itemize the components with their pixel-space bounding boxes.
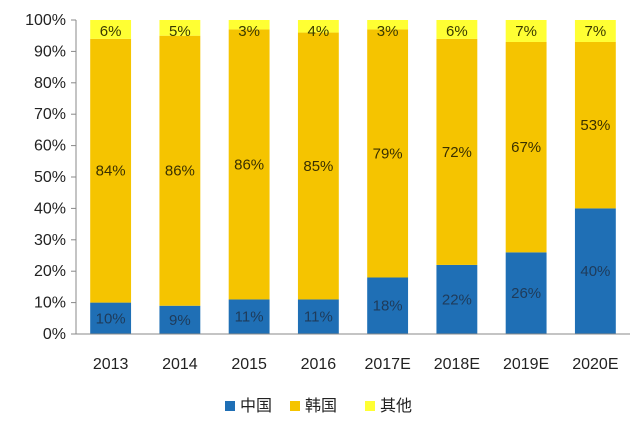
data-label: 11% bbox=[304, 309, 333, 326]
y-tick-label: 60% bbox=[34, 138, 66, 155]
y-tick-label: 100% bbox=[25, 12, 66, 29]
data-label: 3% bbox=[377, 23, 399, 40]
x-tick-label: 2020E bbox=[572, 356, 618, 373]
data-label: 85% bbox=[303, 158, 333, 175]
data-label: 67% bbox=[511, 139, 541, 156]
data-label: 5% bbox=[169, 23, 191, 40]
legend-label: 韩国 bbox=[305, 397, 337, 415]
x-tick-label: 2013 bbox=[93, 356, 129, 373]
legend: 中国 韩国 其他 bbox=[225, 397, 412, 415]
data-label: 11% bbox=[235, 309, 264, 326]
y-tick-label: 0% bbox=[43, 326, 66, 343]
x-tick-label: 2015 bbox=[231, 356, 267, 373]
y-tick-label: 80% bbox=[34, 75, 66, 92]
data-label: 72% bbox=[442, 144, 472, 161]
data-label: 53% bbox=[580, 117, 610, 134]
bar-segment bbox=[367, 20, 409, 30]
bar-segment bbox=[574, 20, 616, 42]
data-label: 79% bbox=[373, 145, 403, 162]
y-tick-label: 70% bbox=[34, 106, 66, 123]
bar-segment bbox=[574, 208, 616, 334]
bar-segment bbox=[228, 20, 270, 30]
bar-segment bbox=[297, 20, 339, 33]
data-label: 6% bbox=[100, 23, 122, 40]
data-label: 22% bbox=[442, 291, 472, 308]
bar-segment bbox=[574, 41, 616, 209]
legend-label: 中国 bbox=[240, 397, 272, 415]
bar-segment bbox=[90, 38, 132, 303]
data-label: 4% bbox=[308, 23, 330, 40]
bar-segment bbox=[436, 264, 478, 334]
y-tick-label: 90% bbox=[34, 43, 66, 60]
bar-segment bbox=[159, 35, 201, 306]
data-label: 7% bbox=[585, 23, 607, 40]
bar-segment bbox=[505, 41, 547, 253]
y-tick-label: 20% bbox=[34, 263, 66, 280]
bar-segment bbox=[90, 20, 132, 39]
x-axis: 2013 2014 2015 2016 2017E 2018E 2019E 2020E bbox=[76, 333, 630, 373]
y-tick-label: 50% bbox=[34, 169, 66, 186]
x-tick-label: 2014 bbox=[162, 356, 198, 373]
x-tick-label: 2017E bbox=[364, 356, 410, 373]
data-label: 9% bbox=[169, 312, 191, 329]
bar-segment bbox=[367, 29, 409, 278]
x-tick-label: 2016 bbox=[301, 356, 337, 373]
bar-segment bbox=[367, 277, 409, 334]
data-label: 3% bbox=[238, 23, 260, 40]
data-label: 86% bbox=[165, 163, 195, 180]
bar-segment bbox=[228, 29, 270, 300]
bar-segment bbox=[297, 32, 339, 300]
y-tick-label: 10% bbox=[34, 295, 66, 312]
y-tick-label: 30% bbox=[34, 232, 66, 249]
bar-segment bbox=[159, 305, 201, 334]
bar-segment bbox=[505, 20, 547, 42]
y-axis: 0% 10% 20% 30% 40% 50% 60% 70% 80% 90% 100% bbox=[25, 12, 77, 343]
bar-segment bbox=[228, 299, 270, 334]
data-label: 6% bbox=[446, 23, 468, 40]
bar-segment bbox=[159, 20, 201, 36]
x-tick-label: 2018E bbox=[434, 356, 480, 373]
legend-swatch bbox=[225, 401, 235, 411]
data-label: 40% bbox=[580, 263, 610, 280]
data-label: 26% bbox=[511, 285, 541, 302]
y-tick-label: 40% bbox=[34, 200, 66, 217]
bar-segment bbox=[297, 299, 339, 334]
bars: 10% 84% 6% 9% 86% 5% 11% 86% 3% 11% 85% 4% 18% 79% 3% 2… bbox=[90, 20, 616, 334]
legend-label: 其他 bbox=[380, 397, 412, 415]
data-label: 86% bbox=[234, 156, 264, 173]
legend-swatch bbox=[290, 401, 300, 411]
x-tick-label: 2019E bbox=[503, 356, 549, 373]
data-label: 18% bbox=[373, 298, 403, 315]
data-label: 10% bbox=[96, 310, 126, 327]
bar-segment bbox=[90, 302, 132, 334]
data-label: 84% bbox=[96, 163, 126, 180]
bar-segment bbox=[436, 38, 478, 265]
bar-segment bbox=[505, 252, 547, 334]
bar-segment bbox=[436, 20, 478, 39]
legend-swatch bbox=[365, 401, 375, 411]
data-label: 7% bbox=[515, 23, 537, 40]
